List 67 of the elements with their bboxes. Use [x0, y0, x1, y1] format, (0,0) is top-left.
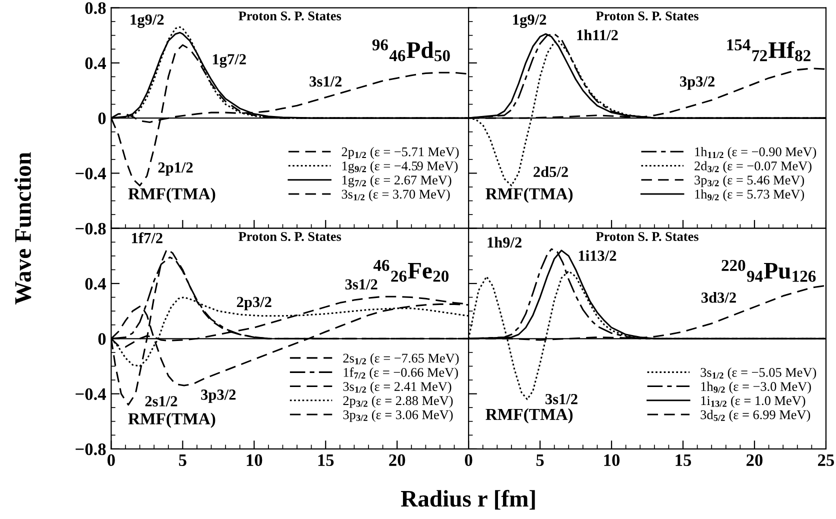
- annotation: 2s1/2: [145, 396, 178, 406]
- legend-label: 3s$_{1/2}$ (ε = 2.41 MeV): [343, 382, 452, 394]
- legend-label: 3p$_{3/2}$ (ε = 5.46 MeV): [694, 175, 804, 188]
- x-tick-label: 0: [108, 454, 115, 466]
- legend-label: 2p$_{3/2}$ (ε = 2.88 MeV): [343, 396, 453, 408]
- y-tick-label: 0: [98, 333, 106, 345]
- chart-title: Proton S. P. States: [596, 12, 698, 20]
- x-tick-label: 15: [318, 454, 334, 466]
- annotation: 1h9/2: [488, 236, 522, 248]
- legend-label: 3p$_{3/2}$ (ε = 3.06 MeV): [343, 410, 453, 422]
- y-tick-label: 0: [98, 112, 106, 124]
- y-tick-label: −0.4: [76, 168, 106, 180]
- legend-label: 3s$_{1/2}$ (ε = 3.70 MeV): [342, 189, 450, 202]
- x-tick-label: 10: [604, 454, 620, 466]
- annotation: 2p3/2: [236, 296, 272, 310]
- legend-label: 3s$_{1/2}$ (ε = −5.05 MeV): [700, 368, 816, 380]
- chart-title: Proton S. P. States: [596, 232, 698, 242]
- legend-label: 2s$_{1/2}$ (ε = −7.65 MeV): [343, 353, 459, 366]
- annotation: RMF(TMA): [486, 188, 573, 203]
- chart-title: Proton S. P. States: [238, 12, 342, 20]
- x-tick-label: 5: [179, 454, 186, 466]
- x-tick-label: 20: [389, 454, 406, 466]
- annotation: $^{220}$$_{94}$Pu$_{126}$: [722, 260, 816, 282]
- annotation: RMF(TMA): [486, 408, 573, 424]
- legend-label: 2d$_{3/2}$ (ε = −0.07 MeV): [694, 161, 812, 174]
- y-tick-label: −0.8: [76, 222, 106, 235]
- annotation: 3p3/2: [201, 390, 236, 403]
- y-tick-label: −0.4: [76, 388, 106, 400]
- y-tick-label: 0.8: [85, 2, 106, 14]
- legend-label: 1h$_{11/2}$ (ε = −0.90 MeV): [695, 146, 816, 159]
- annotation: $^{154}$$_{72}$Hf$_{82}$: [727, 39, 810, 62]
- legend-label: 1h$_{9/2}$ (ε = −3.0 MeV): [701, 382, 811, 394]
- legend-label: 2p$_{1/2}$ (ε = −5.71 MeV): [342, 146, 459, 159]
- y-tick-label: 0.4: [85, 57, 106, 70]
- x-tick-label: 15: [676, 454, 692, 466]
- annotation: 1g7/2: [212, 54, 246, 68]
- annotation: 3p3/2: [680, 76, 714, 90]
- annotation: 3d3/2: [702, 292, 736, 303]
- legend-label: 1h$_{9/2}$ (ε = 5.73 MeV): [695, 189, 804, 202]
- chart-title: Proton S. P. States: [238, 232, 342, 242]
- annotation: 1g9/2: [513, 14, 546, 28]
- annotation: RMF(TMA): [128, 188, 216, 203]
- x-tick-label: 5: [536, 454, 544, 466]
- annotation: 1g9/2: [130, 14, 164, 28]
- annotation: 3s1/2: [310, 76, 342, 87]
- legend-label: 1g$_{9/2}$ (ε = −4.59 MeV): [342, 161, 458, 174]
- y-tick-label: 0.4: [85, 278, 106, 290]
- y-tick-label: −0.8: [76, 443, 106, 456]
- legend-label: 1g$_{7/2}$ (ε = 2.67 MeV): [342, 175, 452, 188]
- legend-label: 1i$_{13/2}$ (ε = 1.0 MeV): [701, 396, 806, 408]
- annotation: $^{96}$$_{46}$Pd$_{50}$: [372, 39, 450, 62]
- x-tick-label: 25: [818, 454, 834, 466]
- annotation: 1f7/2: [132, 232, 162, 244]
- annotation: RMF(TMA): [128, 412, 216, 428]
- annotation: 1i13/2: [578, 250, 616, 261]
- legend-label: 1f$_{7/2}$ (ε = −0.66 MeV): [344, 367, 458, 380]
- x-tick-label: 20: [746, 454, 763, 466]
- legend-label: 3d$_{5/2}$ (ε = 6.99 MeV): [700, 410, 810, 422]
- annotation: 3s1/2: [546, 394, 578, 404]
- x-tick-label: 0: [464, 454, 472, 466]
- annotation: 1h11/2: [577, 30, 618, 40]
- annotation: 3s1/2: [345, 279, 378, 290]
- x-tick-label: 10: [246, 454, 262, 466]
- x-axis-title: Radius r [fm]: [400, 490, 535, 510]
- y-axis-title: Wave Function: [14, 152, 32, 304]
- annotation: 2d5/2: [534, 166, 568, 178]
- annotation: 2p1/2: [158, 162, 193, 176]
